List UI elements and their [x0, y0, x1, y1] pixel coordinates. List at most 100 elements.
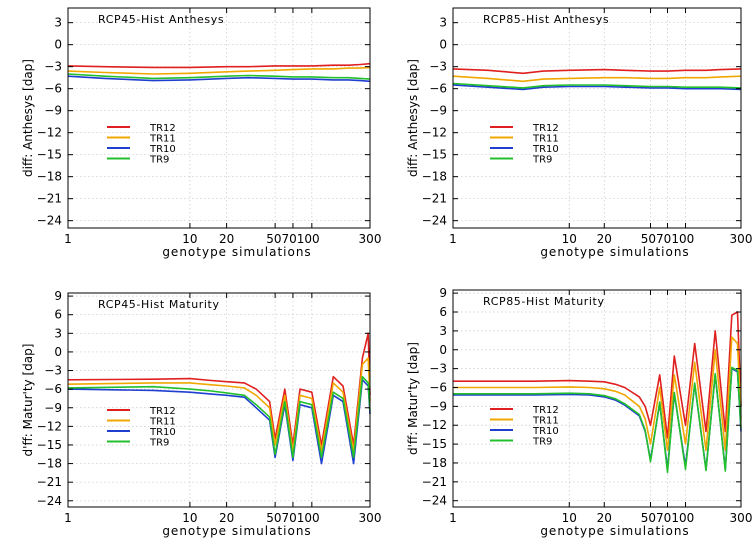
- y-tick-label: 3: [439, 16, 447, 30]
- panel-title: RCP85-Hist Maturity: [483, 295, 605, 308]
- y-tick-label: −24: [37, 494, 62, 508]
- y-tick-label: −6: [44, 382, 62, 396]
- y-tick-label: −18: [37, 170, 62, 184]
- y-tick-label: −15: [37, 438, 62, 452]
- y-tick-label: −18: [422, 170, 447, 184]
- y-tick-label: −21: [422, 192, 447, 206]
- x-tick-label: 20: [219, 511, 234, 525]
- legend-label-tr11: TR11: [149, 417, 176, 428]
- legend-label-tr10: TR10: [532, 426, 559, 437]
- y-tick-label: −3: [44, 364, 62, 378]
- panel-title: RCP45-Hist Anthesys: [98, 13, 224, 26]
- series-line-tr12: [453, 311, 742, 439]
- y-tick-label: −12: [37, 126, 62, 140]
- y-tick-label: −21: [37, 475, 62, 489]
- y-tick-label: −9: [429, 399, 447, 413]
- y-tick-label: 6: [54, 308, 62, 322]
- x-tick-label: 20: [219, 232, 234, 246]
- panel-rcp45-maturity: 9 6 3 0 −3 −6 −9 −12 −15 −18 −21 −241 10 20 5070100 300…: [21, 289, 381, 538]
- series-line-tr11: [453, 336, 742, 452]
- y-tick-label: 0: [54, 345, 62, 359]
- plot-frame: [452, 7, 742, 229]
- y-tick-label: 0: [54, 38, 62, 52]
- legend-label-tr9: TR9: [532, 437, 552, 448]
- series-line-tr12: [67, 62, 371, 69]
- panel-title: RCP45-Hist Maturity: [98, 298, 220, 311]
- y-tick-label: 9: [54, 289, 62, 303]
- legend-label-tr11: TR11: [149, 134, 176, 145]
- y-tick-label: 0: [439, 343, 447, 357]
- x-tick-label: 1: [449, 232, 457, 246]
- x-tick-label: 10: [562, 232, 577, 246]
- legend-label-tr10: TR10: [149, 427, 176, 438]
- legend-label-tr11: TR11: [532, 134, 559, 145]
- x-axis-label: genotype simulations: [162, 245, 311, 259]
- x-tick-label: 5070100: [641, 511, 694, 525]
- legend-label-tr12: TR12: [532, 123, 559, 134]
- legend-label-tr9: TR9: [149, 438, 169, 449]
- series-line-tr11: [67, 357, 371, 453]
- plot-frame: [452, 289, 742, 508]
- x-tick-label: 20: [597, 511, 612, 525]
- series-line-tr9: [67, 375, 371, 459]
- y-tick-label: −9: [44, 104, 62, 118]
- y-tick-label: −6: [44, 82, 62, 96]
- x-axis-label: genotype simulations: [540, 524, 689, 538]
- x-tick-label: 1: [64, 232, 72, 246]
- x-tick-label: 5070100: [266, 232, 319, 246]
- y-axis-label: d'ff: Matur'ty [dap]: [21, 344, 35, 457]
- y-tick-label: −12: [37, 419, 62, 433]
- series-line-tr9: [453, 366, 742, 474]
- x-tick-label: 300: [730, 511, 753, 525]
- series-line-tr11: [67, 66, 371, 75]
- legend-label-tr10: TR10: [532, 144, 559, 155]
- series-line-tr11: [452, 75, 742, 83]
- x-tick-label: 300: [359, 511, 382, 525]
- series-line-tr10: [452, 84, 742, 91]
- plot-frame: [67, 292, 371, 508]
- series-line-tr12: [67, 332, 371, 446]
- y-tick-label: −3: [429, 60, 447, 74]
- legend-label-tr12: TR12: [149, 406, 176, 417]
- y-tick-label: −9: [429, 104, 447, 118]
- y-tick-label: −12: [422, 418, 447, 432]
- y-tick-label: −21: [37, 192, 62, 206]
- y-tick-label: −9: [44, 401, 62, 415]
- y-tick-label: −18: [37, 457, 62, 471]
- y-tick-label: 9: [439, 286, 447, 300]
- y-tick-label: −3: [429, 362, 447, 376]
- panel-rcp45-anthesys: 3 0 −3 −6 −9 −12 −15 −18 −21 −241 10 20 5070100 300 ge…: [21, 7, 381, 259]
- y-axis-label: d'ff: Matur'ty [dap]: [406, 342, 420, 455]
- series-line-tr12: [452, 68, 742, 75]
- y-tick-label: −24: [422, 494, 447, 508]
- y-tick-label: −24: [422, 214, 447, 228]
- x-tick-label: 10: [562, 511, 577, 525]
- y-axis-label: diff: Anthesys [dap]: [21, 59, 35, 177]
- plot-frame: [67, 7, 371, 229]
- panel-rcp85-anthesys: 3 0 −3 −6 −9 −12 −15 −18 −21 −241 10 20 5070100 300 ge…: [406, 7, 753, 259]
- legend-label-tr12: TR12: [149, 123, 176, 134]
- x-tick-label: 1: [449, 511, 457, 525]
- y-tick-label: −12: [422, 126, 447, 140]
- y-tick-label: −18: [422, 456, 447, 470]
- x-tick-label: 1: [64, 511, 72, 525]
- y-tick-label: −15: [37, 148, 62, 162]
- y-tick-label: −3: [44, 60, 62, 74]
- x-tick-label: 10: [182, 511, 197, 525]
- y-tick-label: −21: [422, 475, 447, 489]
- panel-title: RCP85-Hist Anthesys: [483, 13, 609, 26]
- y-tick-label: −6: [429, 380, 447, 394]
- x-tick-label: 5070100: [266, 511, 319, 525]
- y-tick-label: −6: [429, 82, 447, 96]
- y-tick-label: −15: [422, 148, 447, 162]
- series-line-tr10: [67, 75, 371, 83]
- x-tick-label: 300: [730, 232, 753, 246]
- x-tick-label: 10: [182, 232, 197, 246]
- y-tick-label: 3: [439, 324, 447, 338]
- y-tick-label: −15: [422, 437, 447, 451]
